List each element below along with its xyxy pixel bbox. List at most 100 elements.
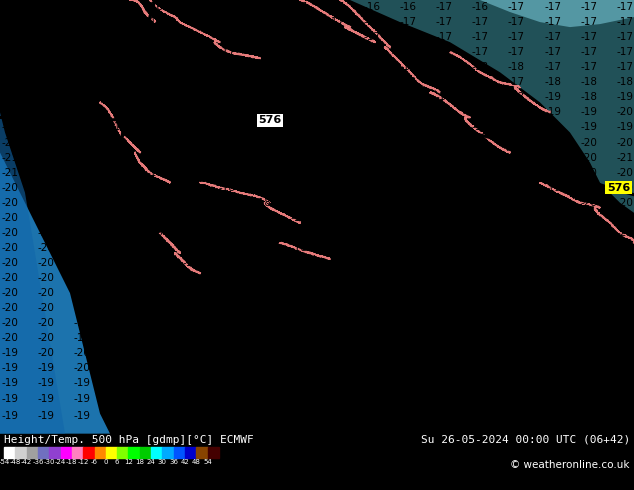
Text: -19: -19 <box>508 198 525 208</box>
Text: -17: -17 <box>255 47 272 57</box>
Text: -19: -19 <box>110 303 127 313</box>
Text: -19: -19 <box>472 122 489 132</box>
Text: -18: -18 <box>291 122 308 132</box>
Text: -19: -19 <box>146 152 163 163</box>
Text: -18: -18 <box>255 183 272 193</box>
Text: -18: -18 <box>436 243 453 253</box>
Text: -18: -18 <box>291 333 308 343</box>
Text: -20: -20 <box>1 333 18 343</box>
Bar <box>106 447 117 458</box>
Text: -19: -19 <box>580 364 597 373</box>
Text: -42: -42 <box>21 459 32 465</box>
Text: -18: -18 <box>327 228 344 238</box>
Text: -18: -18 <box>183 152 199 163</box>
Text: -19: -19 <box>183 288 199 298</box>
Text: -18: -18 <box>472 411 489 420</box>
Text: -16: -16 <box>110 17 127 27</box>
Text: -19: -19 <box>74 107 91 118</box>
Text: -18: -18 <box>183 303 199 313</box>
Text: -20: -20 <box>616 138 633 147</box>
Text: -19: -19 <box>110 348 127 358</box>
Text: -20: -20 <box>38 228 55 238</box>
Text: -18: -18 <box>1 47 18 57</box>
Text: -18: -18 <box>291 138 308 147</box>
Text: -18: -18 <box>110 93 127 102</box>
Text: -20: -20 <box>508 107 525 118</box>
Text: -18: -18 <box>291 198 308 208</box>
Text: -18: -18 <box>436 378 453 389</box>
Text: -18: -18 <box>183 243 199 253</box>
Text: -19: -19 <box>1 93 18 102</box>
Text: -20: -20 <box>74 288 91 298</box>
Text: -19: -19 <box>74 393 91 404</box>
Text: -19: -19 <box>580 258 597 268</box>
Text: -18: -18 <box>363 93 380 102</box>
Text: © weatheronline.co.uk: © weatheronline.co.uk <box>510 460 630 470</box>
Text: -17: -17 <box>255 62 272 72</box>
Text: -18: -18 <box>219 303 236 313</box>
Text: -19: -19 <box>508 288 525 298</box>
Text: -19: -19 <box>1 411 18 420</box>
Text: -18: -18 <box>363 411 380 420</box>
Text: -19: -19 <box>580 303 597 313</box>
Text: -19: -19 <box>110 378 127 389</box>
Text: -19: -19 <box>219 364 236 373</box>
Text: -18: -18 <box>544 77 561 87</box>
Text: -19: -19 <box>508 138 525 147</box>
Text: -20: -20 <box>1 198 18 208</box>
Text: -30: -30 <box>44 459 55 465</box>
Text: -18: -18 <box>436 333 453 343</box>
Text: -18: -18 <box>327 122 344 132</box>
Text: -18: -18 <box>363 258 380 268</box>
Text: -18: -18 <box>291 348 308 358</box>
Text: -17: -17 <box>219 62 236 72</box>
Text: -19: -19 <box>580 393 597 404</box>
Bar <box>129 447 139 458</box>
Text: -19: -19 <box>436 152 453 163</box>
Text: -18: -18 <box>291 378 308 389</box>
Text: -24: -24 <box>55 459 66 465</box>
Text: -19: -19 <box>580 318 597 328</box>
Text: -20: -20 <box>1 122 18 132</box>
Text: -17: -17 <box>146 107 163 118</box>
Text: -18: -18 <box>436 364 453 373</box>
Text: -17: -17 <box>1 17 18 27</box>
Text: -19: -19 <box>74 303 91 313</box>
Text: -19: -19 <box>616 122 633 132</box>
Text: -17: -17 <box>363 62 380 72</box>
Text: -17: -17 <box>363 47 380 57</box>
Text: -18: -18 <box>580 93 597 102</box>
Text: -18: -18 <box>146 333 163 343</box>
Text: -17: -17 <box>146 62 163 72</box>
Text: -20: -20 <box>580 183 597 193</box>
Text: -19: -19 <box>472 168 489 178</box>
Bar <box>94 447 106 458</box>
Text: -17: -17 <box>291 47 308 57</box>
Text: -19: -19 <box>544 348 561 358</box>
Text: -20: -20 <box>1 183 18 193</box>
Text: -20: -20 <box>38 183 55 193</box>
Text: -19: -19 <box>508 243 525 253</box>
Text: -18: -18 <box>327 303 344 313</box>
Text: -19: -19 <box>580 333 597 343</box>
Text: -18: -18 <box>508 62 525 72</box>
Text: -19: -19 <box>219 228 236 238</box>
Text: -18: -18 <box>255 273 272 283</box>
Bar <box>72 447 83 458</box>
Text: -19: -19 <box>508 168 525 178</box>
Polygon shape <box>350 0 634 213</box>
Text: -19: -19 <box>183 183 199 193</box>
Text: -18: -18 <box>291 288 308 298</box>
Text: -17: -17 <box>110 77 127 87</box>
Text: -19: -19 <box>146 183 163 193</box>
Text: -21: -21 <box>1 168 18 178</box>
Text: -19: -19 <box>544 411 561 420</box>
Text: -18: -18 <box>255 152 272 163</box>
Text: -17: -17 <box>74 62 91 72</box>
Text: -18: -18 <box>327 258 344 268</box>
Text: 6: 6 <box>115 459 119 465</box>
Text: -17: -17 <box>616 47 633 57</box>
Text: -19: -19 <box>436 258 453 268</box>
Text: -19: -19 <box>472 183 489 193</box>
Text: -19: -19 <box>616 393 633 404</box>
